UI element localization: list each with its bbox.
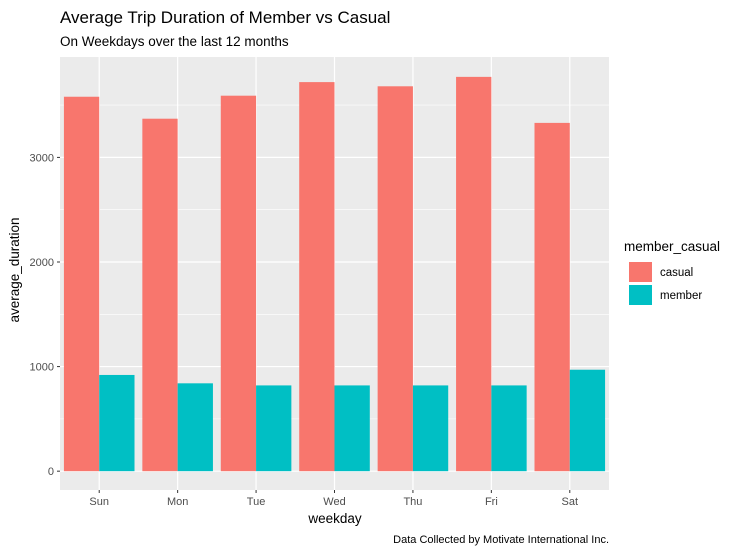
legend-key-member xyxy=(629,285,652,305)
bar-member-tue xyxy=(256,385,292,472)
bar-casual-wed xyxy=(299,82,335,472)
bar-casual-sat xyxy=(534,122,570,472)
chart-title: Average Trip Duration of Member vs Casua… xyxy=(60,8,390,27)
bar-member-sun xyxy=(99,374,135,472)
legend-label-member: member xyxy=(660,290,702,302)
bar-member-wed xyxy=(334,385,370,472)
y-tick-label: 3000 xyxy=(30,152,54,164)
bar-member-mon xyxy=(177,383,213,472)
bar-casual-fri xyxy=(456,76,492,472)
x-tick-label: Wed xyxy=(323,496,345,508)
bar-casual-thu xyxy=(377,86,413,472)
y-tick-label: 2000 xyxy=(30,257,54,269)
y-tick-label: 1000 xyxy=(30,362,54,374)
y-axis-title: average_duration xyxy=(7,217,22,322)
plot-panel xyxy=(60,57,609,490)
legend: casual member xyxy=(629,262,702,305)
bar-casual-sun xyxy=(63,96,100,472)
x-tick-label: Mon xyxy=(167,496,188,508)
x-tick-label: Thu xyxy=(403,496,422,508)
bar-member-sat xyxy=(569,369,606,472)
chart-subtitle: On Weekdays over the last 12 months xyxy=(60,34,289,49)
x-tick-label: Sat xyxy=(562,496,579,508)
legend-label-casual: casual xyxy=(660,267,693,279)
bar-member-thu xyxy=(412,385,449,472)
bar-member-fri xyxy=(491,385,527,472)
chart-caption: Data Collected by Motivate International… xyxy=(393,534,609,546)
y-tick-label: 0 xyxy=(48,466,54,478)
x-tick-label: Sun xyxy=(89,496,109,508)
legend-key-casual xyxy=(629,262,652,282)
x-axis-title: weekday xyxy=(307,511,362,526)
bar-casual-tue xyxy=(220,95,257,472)
x-tick-label: Fri xyxy=(485,496,498,508)
bar-casual-mon xyxy=(142,118,178,472)
legend-title: member_casual xyxy=(624,239,720,254)
x-tick-label: Tue xyxy=(247,496,266,508)
